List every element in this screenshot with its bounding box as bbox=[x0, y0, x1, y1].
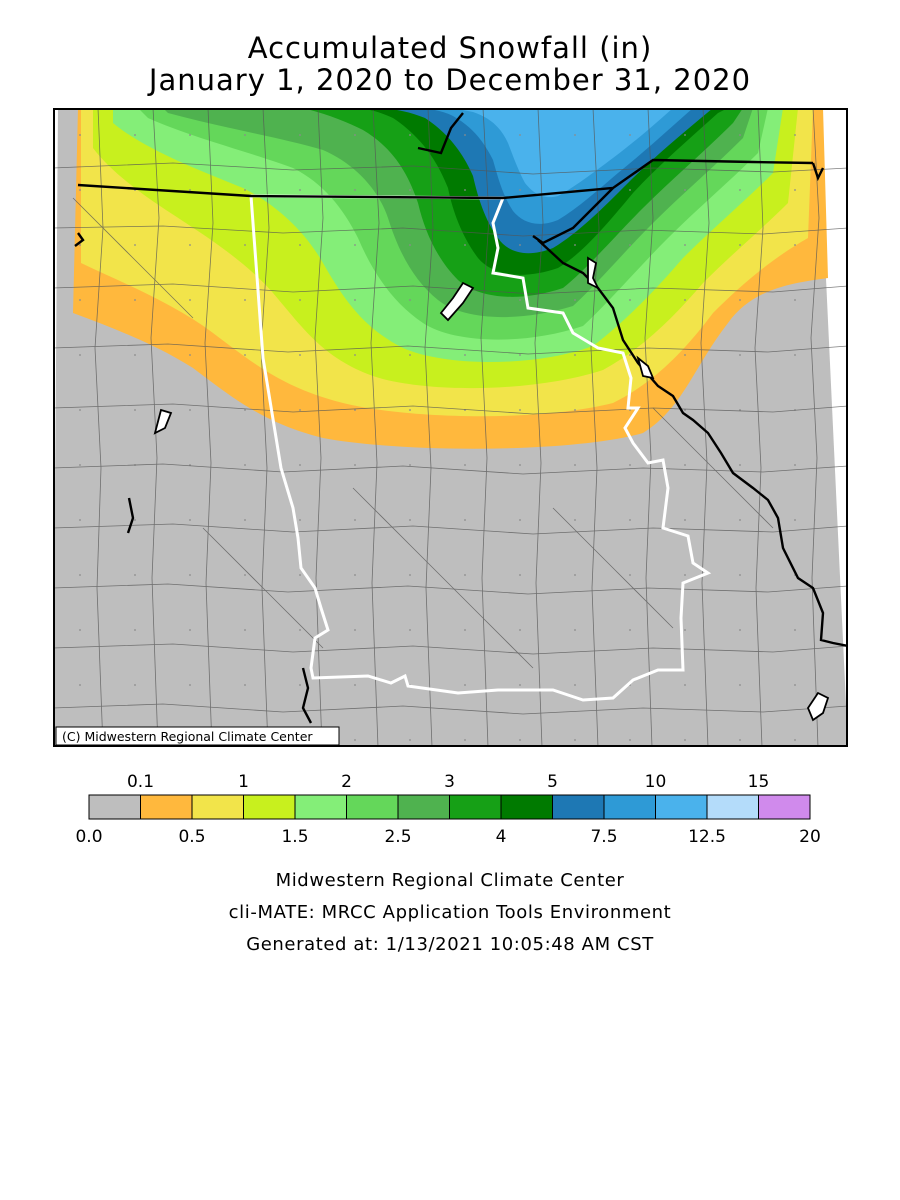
legend-top-label: 2 bbox=[341, 772, 352, 792]
legend-bin bbox=[88, 794, 141, 820]
legend-top-label: 15 bbox=[748, 772, 770, 792]
map-title: Accumulated Snowfall (in) bbox=[247, 31, 653, 65]
legend-bin bbox=[397, 794, 450, 820]
map-date-range: January 1, 2020 to December 31, 2020 bbox=[148, 63, 752, 97]
copyright-text: (C) Midwestern Regional Climate Center bbox=[62, 729, 313, 744]
legend-bottom-label: 1.5 bbox=[281, 827, 308, 847]
legend-bin bbox=[191, 794, 244, 820]
legend-bottom-label: 12.5 bbox=[688, 827, 726, 847]
county-lines bbox=[53, 108, 848, 747]
legend-bin bbox=[140, 794, 193, 820]
legend-top-label: 0.1 bbox=[127, 772, 154, 792]
legend-bin bbox=[758, 794, 811, 820]
footer-tool-name: cli-MATE: MRCC Application Tools Environ… bbox=[228, 902, 672, 923]
legend-bottom-label: 2.5 bbox=[384, 827, 411, 847]
legend-bin bbox=[655, 794, 708, 820]
legend-top-label: 5 bbox=[547, 772, 558, 792]
color-legend: 0.1 1 2 3 5 10 15 0.0 0.5 1.5 2.5 4 7.5 12.5 20 bbox=[0, 765, 900, 855]
legend-top-label: 10 bbox=[645, 772, 667, 792]
legend-bin bbox=[552, 794, 605, 820]
legend-bin bbox=[603, 794, 656, 820]
legend-top-label: 3 bbox=[444, 772, 455, 792]
legend-bin bbox=[346, 794, 399, 820]
water-bodies bbox=[153, 256, 830, 722]
legend-bin bbox=[449, 794, 502, 820]
legend-bin bbox=[500, 794, 553, 820]
footer-generated-time: Generated at: 1/13/2021 10:05:48 AM CST bbox=[246, 934, 654, 955]
legend-bottom-label: 4 bbox=[496, 827, 507, 847]
legend-bottom-label: 0.0 bbox=[75, 827, 102, 847]
legend-bottom-label: 20 bbox=[799, 827, 821, 847]
boundary-lines bbox=[74, 112, 848, 724]
legend-bin bbox=[243, 794, 296, 820]
legend-top-label: 1 bbox=[238, 772, 249, 792]
footer-organization: Midwestern Regional Climate Center bbox=[275, 870, 625, 891]
state-border bbox=[249, 194, 712, 702]
legend-bin bbox=[706, 794, 759, 820]
legend-bin bbox=[294, 794, 347, 820]
snowfall-map: (C) Midwestern Regional Climate Center bbox=[53, 108, 848, 747]
legend-bottom-label: 7.5 bbox=[590, 827, 617, 847]
legend-bottom-label: 0.5 bbox=[178, 827, 205, 847]
